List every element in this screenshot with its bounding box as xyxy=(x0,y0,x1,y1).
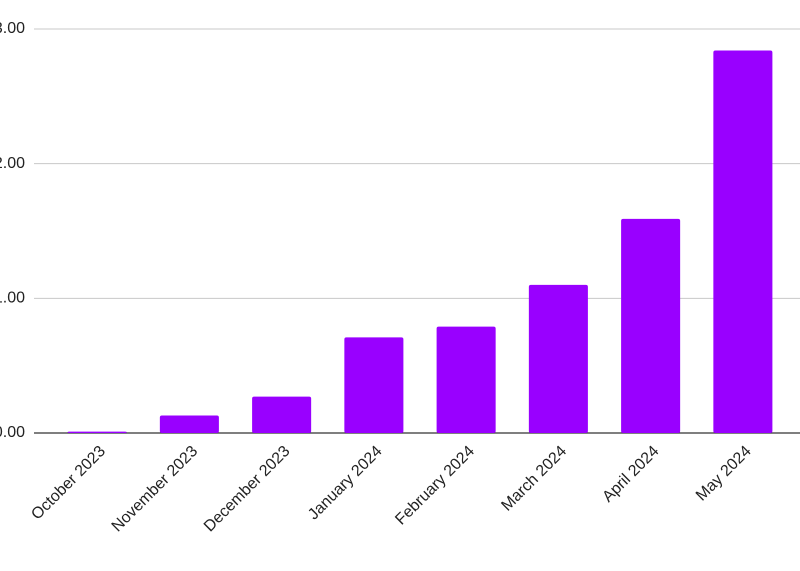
x-tick-label: February 2024 xyxy=(392,443,478,529)
x-tick-label: November 2023 xyxy=(109,443,202,536)
x-tick-label: May 2024 xyxy=(693,443,755,505)
bar xyxy=(713,50,773,434)
x-tick-label: December 2023 xyxy=(201,443,294,536)
y-tick-label: 2.00 xyxy=(0,155,25,172)
y-tick-label: 1.00 xyxy=(0,290,25,307)
x-tick-label: April 2024 xyxy=(599,443,662,506)
bar xyxy=(528,284,588,433)
x-tick-label: October 2023 xyxy=(28,443,109,524)
y-tick-label: 0.00 xyxy=(0,424,25,441)
bar xyxy=(621,218,681,433)
x-tick-label: January 2024 xyxy=(305,443,386,524)
x-tick-label: March 2024 xyxy=(498,443,570,515)
bar xyxy=(252,396,312,433)
bar xyxy=(159,415,219,433)
bar xyxy=(344,337,404,433)
bar xyxy=(67,431,127,433)
y-tick-label: 3.00 xyxy=(0,20,25,37)
bar xyxy=(436,326,496,433)
